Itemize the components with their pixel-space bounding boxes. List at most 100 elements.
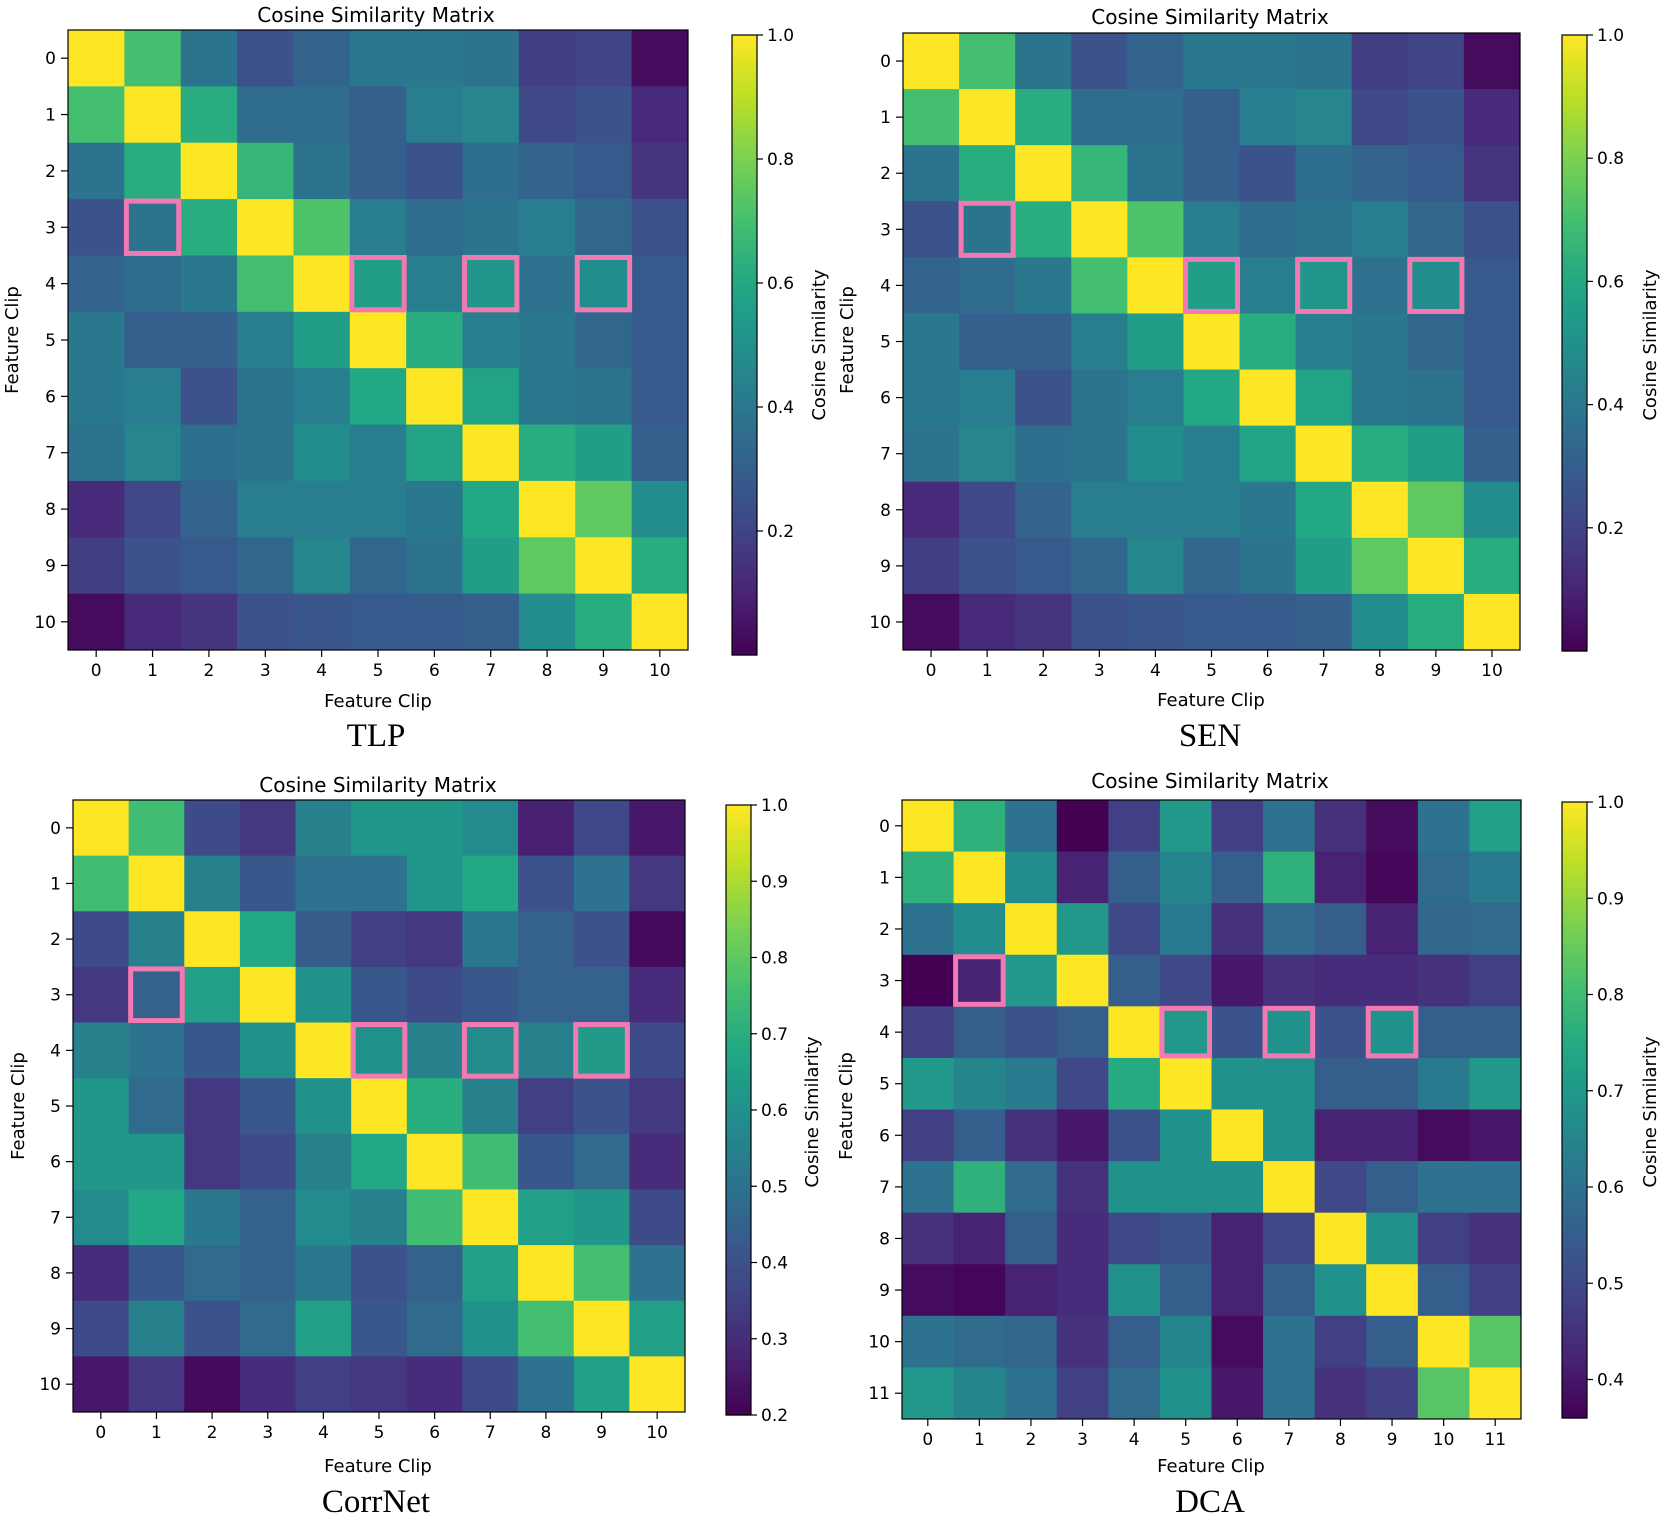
colorbar-segment [732, 264, 757, 272]
colorbar-tick-label: 0.8 [1597, 986, 1624, 1006]
colorbar-segment [726, 1012, 751, 1020]
colorbar-segment [1562, 925, 1587, 932]
heatmap-cell [293, 593, 351, 651]
heatmap-cell [180, 199, 238, 256]
heatmap-cell [349, 480, 407, 538]
heatmap-cell [128, 800, 185, 857]
heatmap-cell [953, 1264, 1006, 1317]
y-tick-label: 1 [50, 874, 61, 894]
heatmap-cell [73, 800, 130, 857]
heatmap-cell [1417, 1006, 1470, 1059]
colorbar-segment [726, 1091, 751, 1099]
colorbar-segment [1562, 35, 1587, 42]
colorbar-segment [726, 945, 751, 952]
heatmap-cell [1005, 903, 1058, 956]
heatmap-cell [1417, 851, 1470, 904]
colorbar-segment [1562, 59, 1587, 67]
colorbar-segment [1562, 275, 1587, 282]
colorbar-segment [1562, 814, 1587, 822]
heatmap-cell [406, 142, 464, 200]
heatmap-tlp: 0 0 1 1 2 2 3 3 4 4 5 5 6 6 7 7 8 8 9 9 10 10 [34, 29, 689, 681]
heatmap-cell [1183, 481, 1241, 539]
heatmap-cell [1469, 1057, 1522, 1110]
x-tick-label: 6 [1232, 1430, 1243, 1450]
colorbar-segment [1562, 398, 1587, 406]
colorbar-segment [732, 419, 757, 427]
heatmap-cell [1005, 954, 1058, 1007]
heatmap-cell [180, 480, 238, 538]
heatmap-cell [180, 593, 238, 651]
heatmap-cell [1407, 481, 1465, 539]
highlight-box [958, 200, 1016, 258]
plot-frame [901, 799, 1522, 1420]
heatmap-cell [351, 911, 408, 968]
heatmap-cell [1239, 33, 1297, 90]
colorbar-segment [726, 1323, 751, 1331]
heatmap-cell [1005, 1212, 1058, 1265]
x-tick-label: 1 [974, 1430, 985, 1450]
colorbar-tick-label: 0.6 [767, 274, 794, 294]
heatmap-cell [518, 1189, 575, 1246]
colorbar-segment [732, 487, 757, 495]
colorbar-segment [1562, 1165, 1587, 1173]
heatmap-cell [462, 593, 520, 651]
colorbar-segment [732, 221, 757, 228]
heatmap-cell [293, 311, 351, 369]
heatmap-cell [1366, 1109, 1419, 1162]
heatmap-cell [1366, 1006, 1419, 1059]
heatmap-cell [237, 199, 294, 256]
heatmap-cell [1469, 1212, 1522, 1265]
heatmap-cell [1211, 1315, 1264, 1368]
colorbar-segment [732, 593, 757, 600]
colorbar-segment [726, 1055, 751, 1062]
heatmap-cell [124, 480, 182, 538]
colorbar-segment [1562, 595, 1587, 603]
colorbar-segment [1562, 1122, 1587, 1130]
heatmap-cell [73, 855, 130, 912]
colorbar-label: Cosine Similarity [809, 269, 830, 421]
heatmap-cell [462, 368, 520, 426]
heatmap-cell [1314, 1367, 1367, 1420]
colorbar-segment [732, 500, 757, 507]
heatmap-cell [631, 255, 689, 313]
heatmap-cell [1314, 903, 1367, 956]
heatmap-cell [295, 1245, 352, 1302]
heatmap-cell [1469, 954, 1522, 1007]
heatmap-cell [1407, 201, 1465, 258]
heatmap-cell [573, 1245, 630, 1302]
y-tick-label: 9 [879, 1281, 890, 1301]
heatmap-cell [959, 537, 1016, 595]
heatmap-cell [518, 424, 576, 482]
y-axis-label: Feature Clip [836, 1052, 857, 1160]
heatmap-cell [629, 800, 686, 857]
heatmap-cell [1211, 1212, 1264, 1265]
heatmap-cell [406, 86, 464, 144]
colorbar-segment [1562, 626, 1587, 634]
heatmap-cell [1056, 851, 1109, 904]
heatmap-cell [1239, 425, 1297, 483]
heatmap-cell [1463, 481, 1521, 539]
y-tick-label: 9 [880, 557, 891, 577]
y-tick-label: 7 [880, 445, 891, 465]
x-tick-label: 2 [203, 661, 214, 681]
colorbar-segment [1562, 170, 1587, 178]
colorbar-segment [732, 283, 757, 290]
heatmap-cell [462, 800, 519, 857]
colorbar-tick-label: 0.9 [1597, 889, 1624, 909]
heatmap-cell [1239, 369, 1297, 427]
heatmap-cell [184, 1356, 241, 1413]
heatmap-cell [1211, 1161, 1264, 1214]
heatmap-cell [73, 1189, 130, 1246]
y-tick-label: 6 [45, 387, 56, 407]
heatmap-cell [1127, 537, 1184, 595]
colorbar-segment [1562, 1227, 1587, 1234]
colorbar-segment [726, 1000, 751, 1007]
colorbar-segment [726, 1262, 751, 1270]
heatmap-cell [1239, 313, 1297, 371]
colorbar-segment [1562, 607, 1587, 615]
colorbar-segment [732, 599, 757, 606]
heatmap-cell [1056, 1109, 1109, 1162]
colorbar-segment [726, 1042, 751, 1050]
colorbar-segment [1562, 1103, 1587, 1111]
heatmap-cell [128, 1300, 185, 1357]
